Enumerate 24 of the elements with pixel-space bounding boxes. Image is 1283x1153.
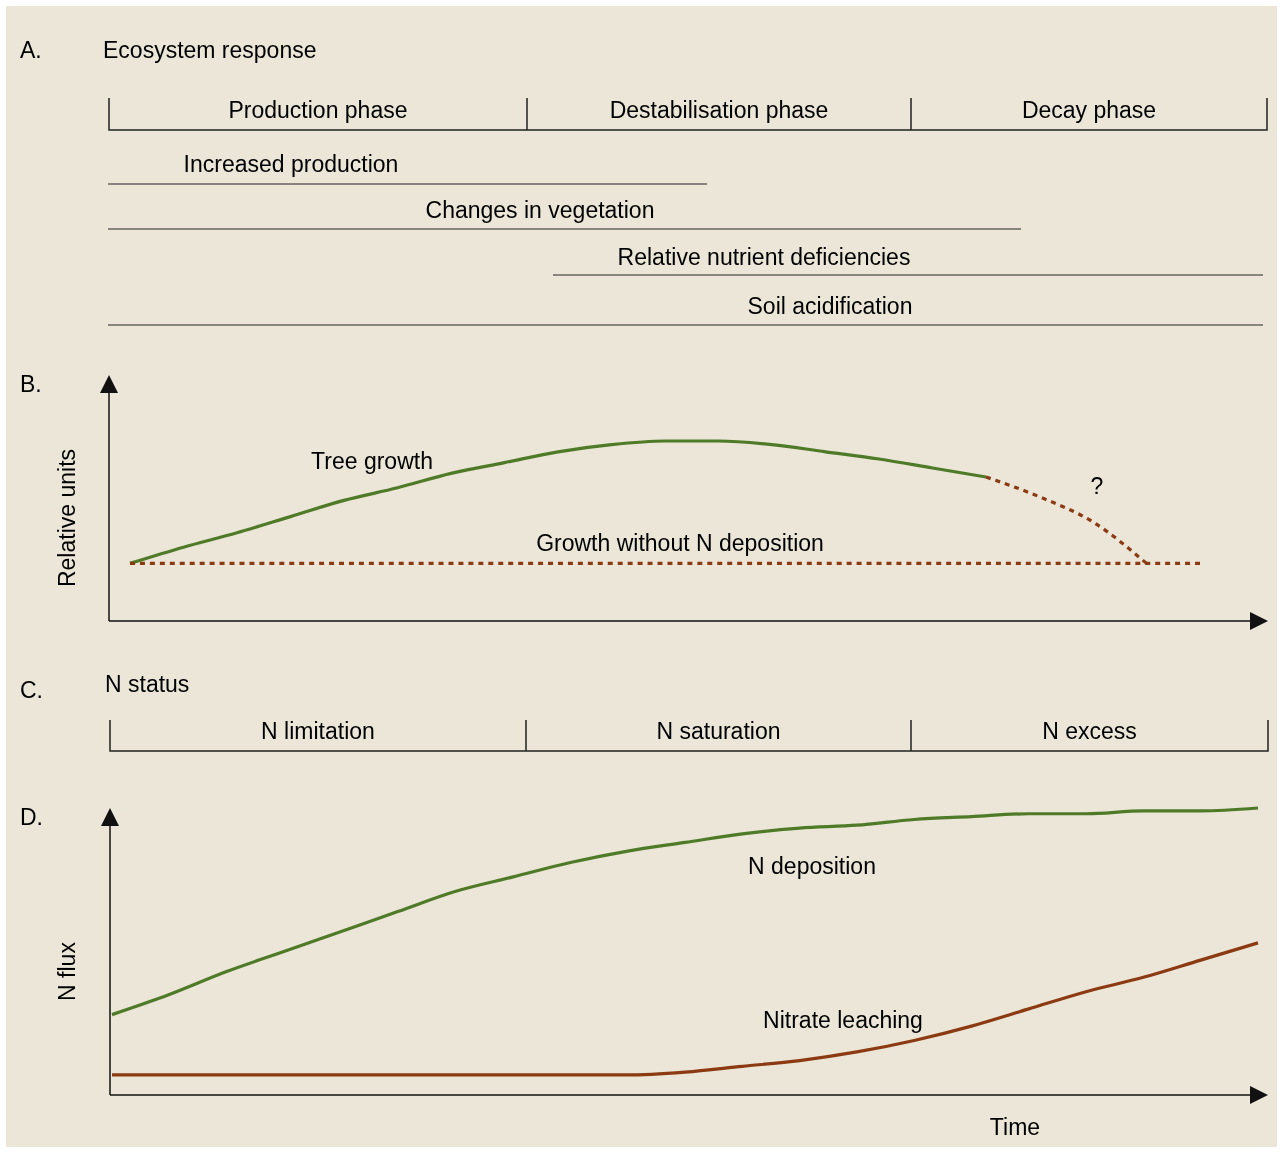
text: Increased production (183, 151, 399, 177)
text: N status (105, 671, 190, 697)
series-label: Tree growth (311, 448, 433, 474)
series-label: Growth without N deposition (536, 530, 824, 556)
y-axis-title: Relative units (54, 448, 80, 588)
series-label: Nitrate leaching (763, 1007, 923, 1033)
chart-title: B. (20, 371, 42, 397)
text: Ecosystem response (103, 37, 317, 63)
text: C. (20, 677, 43, 703)
text: A. (20, 37, 42, 63)
text: N limitation (261, 718, 375, 744)
y-axis-title: N flux (54, 941, 80, 1001)
text: Changes in vegetation (425, 197, 655, 223)
x-axis-title: Time (989, 1114, 1041, 1140)
series-label: N deposition (748, 853, 876, 879)
chart-title: D. (20, 804, 43, 830)
text: N excess (1042, 718, 1137, 744)
text: Production phase (228, 97, 408, 123)
text: N saturation (656, 718, 781, 744)
text: Soil acidification (747, 293, 913, 319)
annotation: ? (1090, 473, 1104, 499)
text: Destabilisation phase (609, 97, 829, 123)
text: Relative nutrient deficiencies (617, 244, 911, 270)
text: Decay phase (1021, 97, 1157, 123)
